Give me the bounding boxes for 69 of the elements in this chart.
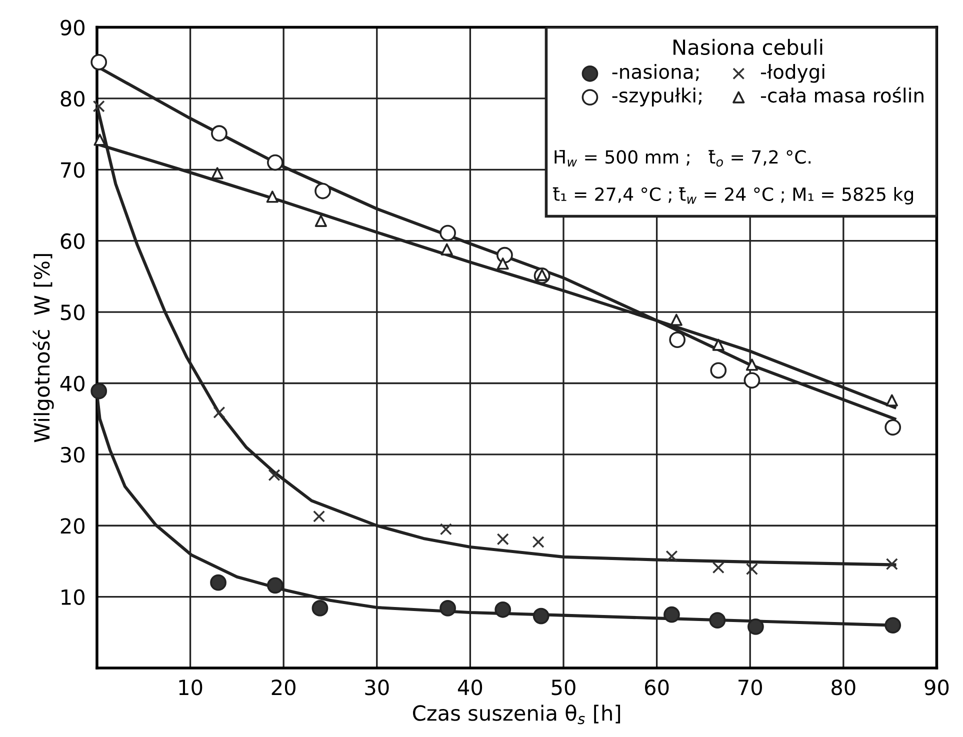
point — [494, 601, 512, 618]
point — [669, 332, 686, 348]
y-tick-label: 10 — [62, 589, 84, 606]
point — [440, 600, 456, 616]
x-tick-label: 70 — [738, 679, 762, 696]
annotation: H̄$_{w}$ = 500 mm ; t̄$_{o}$ = 7,2 °C. — [554, 150, 811, 167]
point — [496, 533, 509, 546]
point — [744, 372, 760, 389]
x-tick-label: 60 — [645, 679, 669, 696]
point — [211, 125, 228, 142]
x-tick-label: 40 — [458, 679, 482, 696]
point — [312, 600, 328, 616]
y-tick-label: 20 — [60, 518, 84, 534]
point — [709, 612, 726, 629]
point — [886, 394, 898, 406]
point — [266, 154, 284, 171]
point — [712, 562, 724, 574]
x-tick-label: 50 — [552, 679, 576, 696]
point — [664, 606, 680, 623]
point — [94, 134, 106, 146]
point — [268, 469, 280, 482]
point — [314, 214, 327, 227]
legend-label: -łodygi — [760, 64, 824, 83]
y-tick-label: 40 — [60, 376, 84, 392]
point — [90, 382, 108, 400]
legend-label: -cała masa roślin — [760, 86, 924, 103]
point — [532, 536, 544, 548]
point — [886, 558, 898, 570]
point — [666, 550, 678, 562]
x-tick-label: 80 — [832, 679, 856, 696]
point — [213, 406, 226, 418]
point — [746, 358, 758, 371]
legend-title: Nasiona cebuli — [674, 38, 822, 56]
point — [496, 258, 509, 270]
legend-label: -nasiona; — [612, 64, 699, 81]
point — [210, 574, 226, 591]
point — [440, 523, 452, 536]
point — [746, 563, 758, 576]
point — [532, 608, 550, 624]
point — [440, 224, 456, 242]
point — [312, 510, 326, 522]
y-tick-label: 50 — [60, 304, 84, 320]
y-tick-label: 80 — [60, 90, 84, 107]
point — [90, 54, 108, 70]
y-tick-label: 30 — [60, 446, 84, 463]
annotation: t̄₁ = 27,4 °C ; t̄$_{w}$ = 24 °C ; M₁ = 5825 kg — [552, 187, 914, 205]
x-tick-label: 90 — [924, 679, 949, 696]
point — [314, 182, 331, 200]
point — [748, 618, 764, 635]
x-axis-title: Czas suszenia θ$_{s}$ [h] — [413, 704, 620, 724]
point — [266, 577, 284, 594]
point — [670, 314, 682, 326]
y-tick-label: 70 — [61, 162, 84, 178]
point — [884, 419, 902, 436]
point — [440, 243, 453, 256]
point — [712, 338, 724, 351]
point — [211, 167, 224, 180]
y-axis-title: Wilgotność W [%] — [32, 254, 54, 442]
point — [884, 617, 902, 634]
point — [496, 246, 513, 264]
x-tick-label: 10 — [179, 679, 202, 696]
point — [710, 362, 727, 379]
y-tick-label: 60 — [60, 233, 84, 250]
x-tick-label: 30 — [365, 679, 389, 696]
x-tick-label: 20 — [272, 679, 296, 696]
point — [266, 190, 278, 203]
y-tick-label: 90 — [60, 20, 84, 36]
point — [92, 100, 105, 112]
legend-label: -szypułki; — [612, 88, 702, 106]
